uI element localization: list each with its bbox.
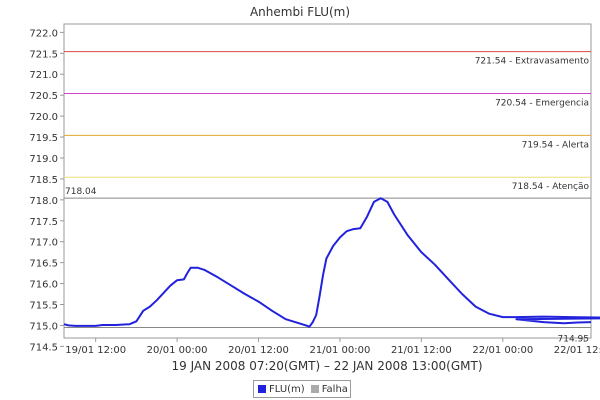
y-tick-label: 720.0 [29,112,58,123]
x-tick-label: 19/01 12:00 [65,345,126,356]
x-tick-label: 21/01 00:00 [310,345,371,356]
threshold-label: 721.54 - Extravasamento [475,57,590,67]
series-line-flu [63,197,600,328]
y-tick-label: 715.0 [29,321,58,332]
y-tick-label: 716.0 [29,280,58,291]
y-tick-label: 717.5 [29,217,58,228]
x-tick-label: 20/01 00:00 [147,345,208,356]
x-tick-label: 22/01 12:00 [554,345,600,356]
y-tick-label: 719.0 [29,154,58,165]
x-axis-label: 19 JAN 2008 07:20(GMT) – 22 JAN 2008 13:… [171,359,482,373]
y-tick-label: 717.0 [29,238,58,249]
y-tick-label: 718.0 [29,196,58,207]
legend-label-falha: Falha [321,383,348,395]
y-tick-label: 720.5 [29,91,58,102]
river-level-chart: Anhembi FLU(m) 714.5 715.0 715.5 716.0 716.5… [29,5,600,373]
y-tick-label: 719.5 [29,133,58,144]
legend-item-falha: Falha [310,383,348,395]
y-axis-ticks: 714.5 715.0 715.5 716.0 716.5 717.0 717.5 718.0… [29,28,64,353]
max-marker-label: 718.04 [65,187,97,197]
extreme-markers: 718.04 714.95 [64,187,591,345]
legend-swatch-falha [310,385,319,393]
threshold-lines: 721.54 - Extravasamento 720.54 - Emergenc… [64,51,591,192]
min-marker-label: 714.95 [558,335,590,345]
legend-label-flu: FLU(m) [269,383,305,395]
x-axis-ticks: 19/01 12:00 20/01 00:00 20/01 12:00 21/01 0… [65,338,600,356]
chart-title: Anhembi FLU(m) [250,5,350,19]
y-tick-label: 716.5 [29,259,58,270]
series-lines [63,197,600,328]
threshold-label: 718.54 - Atenção [512,182,590,192]
x-tick-label: 22/01 00:00 [472,345,533,356]
legend-swatch-flu [258,385,266,393]
plot-frame [63,23,592,339]
y-tick-label: 715.5 [29,301,58,312]
x-tick-label: 21/01 12:00 [391,345,452,356]
threshold-label: 720.54 - Emergencia [495,98,589,108]
legend-item-flu: FLU(m) [258,384,305,395]
y-tick-label: 721.0 [29,70,58,81]
y-tick-label: 721.5 [29,49,58,60]
threshold-label: 719.54 - Alerta [522,140,589,150]
legend: FLU(m) Falha [253,380,351,398]
y-tick-label: 714.5 [29,342,58,353]
x-tick-label: 20/01 12:00 [228,345,289,356]
y-tick-label: 718.5 [29,175,58,186]
y-tick-label: 722.0 [29,28,58,39]
